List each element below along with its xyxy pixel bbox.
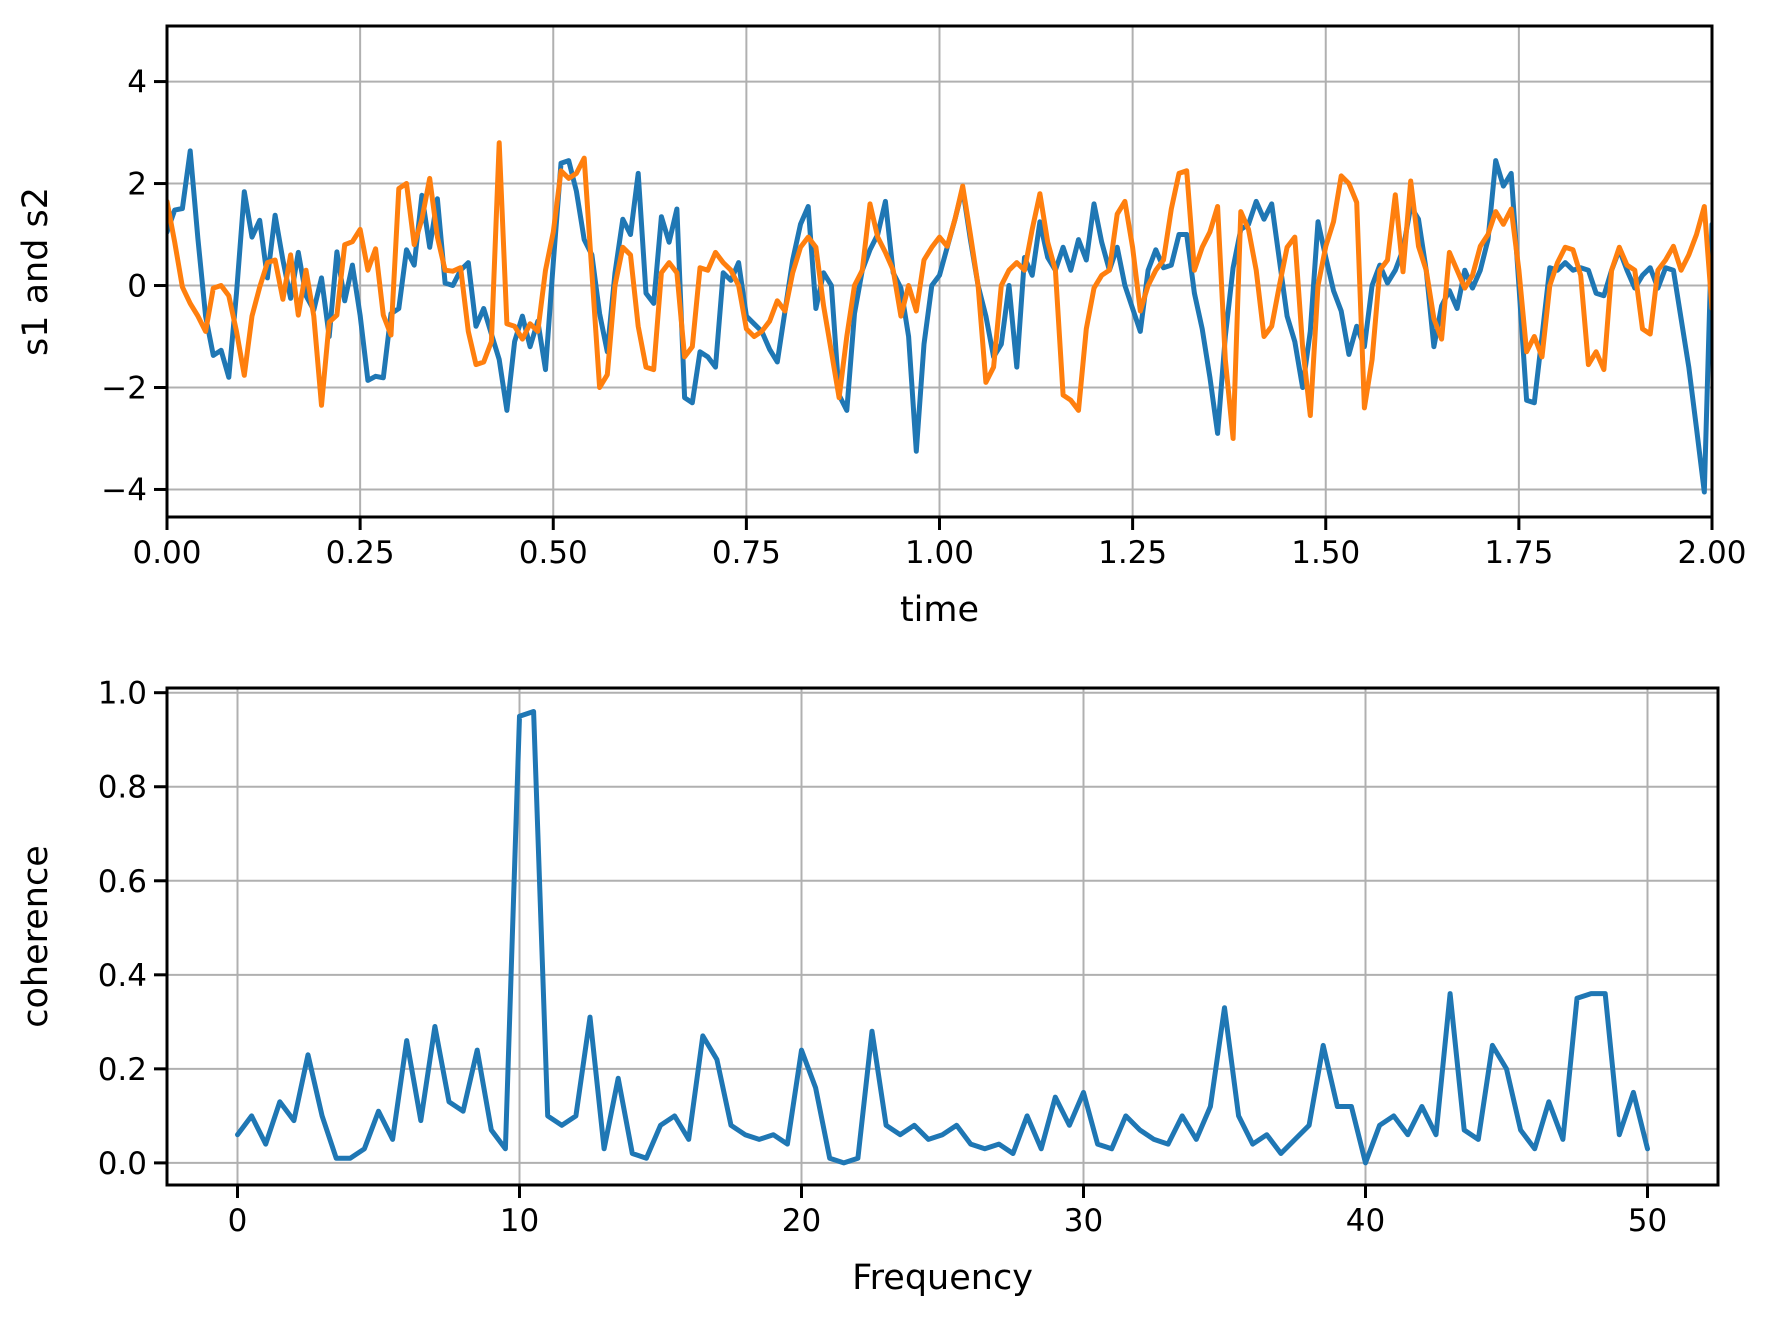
x-tick-label: 40 <box>1346 1203 1385 1239</box>
y-tick-label: −4 <box>101 472 147 508</box>
y-tick-label: 0.4 <box>98 958 147 994</box>
x-tick-label: 30 <box>1064 1203 1103 1239</box>
x-tick-label: 10 <box>500 1203 539 1239</box>
x-tick-label: 1.50 <box>1291 535 1360 571</box>
x-tick-label: 0 <box>228 1203 248 1239</box>
y-tick-label: 2 <box>127 167 147 203</box>
x-tick-label: 0.25 <box>326 535 395 571</box>
y-axis-label-1: coherence <box>16 845 56 1028</box>
subplot-0: 0.00 0.25 0.50 0.75 1.00 1.25 1.50 1.75 2.00 −4 −2… <box>16 24 1747 630</box>
y-tick-label: 0.6 <box>98 864 147 900</box>
s2-line <box>167 140 1712 441</box>
x-tick-label: 0.00 <box>132 535 201 571</box>
axes-spines <box>165 686 1720 1187</box>
x-axis-label-0: time <box>900 590 979 630</box>
x-tick-label: 50 <box>1628 1203 1667 1239</box>
x-tick-label: 1.25 <box>1098 535 1167 571</box>
x-tick-label: 1.75 <box>1484 535 1553 571</box>
y-tick-label: 0.2 <box>98 1052 147 1088</box>
y-tick-label: −2 <box>101 370 147 406</box>
y-axis-label-0: s1 and s2 <box>16 187 56 356</box>
y-tick-label: 0 <box>127 269 147 305</box>
x-axis-label-1: Frequency <box>852 1258 1033 1298</box>
coherence-line <box>235 709 1650 1166</box>
y-tick-label: 0.8 <box>98 770 147 806</box>
x-tick-label: 2.00 <box>1677 535 1746 571</box>
x-tick-label: 0.75 <box>712 535 781 571</box>
x-tick-label: 1.00 <box>905 535 974 571</box>
y-tick-label: 4 <box>127 65 147 101</box>
x-tick-label: 0.50 <box>519 535 588 571</box>
y-tick-label: 0.0 <box>98 1146 147 1182</box>
subplot-1: 0 10 20 30 40 50 0.0 0.2 0.4 0.6 0.8 1.0 Frequency co… <box>16 676 1720 1298</box>
y-tick-label: 1.0 <box>98 676 147 712</box>
x-tick-label: 20 <box>782 1203 821 1239</box>
